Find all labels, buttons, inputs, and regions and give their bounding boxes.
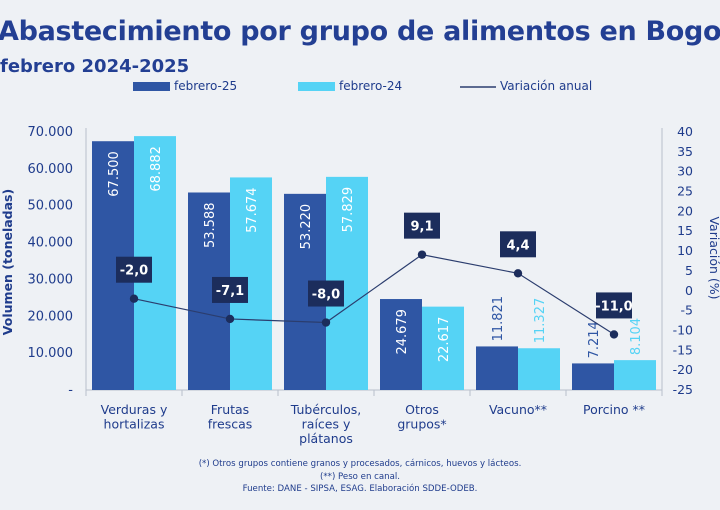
legend-label-variacion: Variación anual [500,79,592,93]
variation-badge [212,276,248,303]
variation-point [321,318,331,327]
y2-tick-label: 0 [685,283,693,298]
y-tick-label: 30.000 [28,272,74,287]
variation-label: -8,0 [312,288,340,303]
y2-tick-label: 40 [677,124,693,139]
bar-febrero-25 [380,299,422,390]
y-tick-label: 20.000 [28,309,74,324]
y2-tick-label: -25 [673,382,693,397]
variation-label: 4,4 [506,238,529,253]
category-label: frescas [208,417,253,432]
footnote-source: Fuente: DANE - SIPSA, ESAG. Elaboración … [242,484,478,494]
category-label: Frutas [211,402,249,417]
chart-subtitle: febrero 2024-2025 [0,56,190,77]
bar-febrero-24-label: 22.617 [437,317,452,363]
variation-label: -2,0 [120,264,148,279]
y2-tick-label: 35 [677,144,693,159]
bar-febrero-24-label: 8.104 [629,318,644,355]
y2-tick-label: -15 [673,342,693,357]
variation-badge [308,280,344,307]
bar-febrero-25-label: 24.679 [395,309,410,355]
footnotes: (*) Otros grupos contiene granos y proce… [0,458,720,496]
bar-febrero-25-label: 67.500 [107,151,122,197]
bar-febrero-25 [572,363,614,390]
category-label: Tubérculos, [290,402,362,417]
y-tick-label: - [68,383,73,398]
y-axis-title: Volumen (toneladas) [0,189,15,335]
category-label: Otros [405,402,439,417]
bar-febrero-24-label: 57.829 [341,187,356,233]
bar-febrero-25-label: 7.214 [587,321,602,358]
category-label: Vacuno** [489,402,547,417]
variation-badge [404,212,440,239]
bar-febrero-24 [614,360,656,390]
variation-badge [596,292,632,319]
variation-point [225,314,235,324]
bar-febrero-25-label: 53.220 [299,204,314,250]
variation-point [513,269,523,278]
bar-febrero-24-label: 57.674 [245,187,260,233]
y2-tick-label: -10 [673,322,693,337]
category-label: hortalizas [104,417,165,432]
variation-line [133,254,615,335]
variation-label: 9,1 [410,220,433,235]
bar-febrero-25 [476,346,518,390]
variation-label: -11,0 [595,299,632,314]
y2-tick-label: -5 [681,303,693,318]
footnote-otros-grupos: (*) Otros grupos contiene granos y proce… [198,459,522,469]
y-tick-label: 40.000 [28,236,74,251]
y2-tick-label: 5 [685,263,693,278]
bar-febrero-25-label: 11.821 [491,296,506,342]
bar-febrero-25-label: 53.588 [203,202,218,248]
y2-tick-label: 10 [677,243,693,258]
y2-tick-label: 20 [677,203,693,218]
bar-febrero-24-label: 11.327 [533,298,548,344]
y2-tick-label: -20 [673,362,693,377]
variation-point [129,294,139,303]
legend-label-febrero-24: febrero-24 [339,79,402,93]
y2-axis-title: Variación (%) [707,216,720,299]
y-tick-label: 60.000 [28,162,74,177]
footnote-peso-canal: (**) Peso en canal. [320,471,400,482]
legend-swatch-febrero-24 [298,82,335,91]
y2-tick-label: 15 [677,223,693,238]
bar-febrero-24-label: 68.882 [149,146,164,192]
bar-febrero-24 [422,306,464,390]
y-tick-label: 50.000 [28,199,74,214]
category-label: plátanos [299,431,353,446]
category-label: raíces y [302,417,351,432]
variation-badge [116,256,152,283]
category-label: Porcino ** [583,402,645,417]
variation-point [417,250,427,259]
legend-label-febrero-25: febrero-25 [174,79,237,93]
y-tick-label: 70.000 [28,125,74,140]
y-tick-label: 10.000 [28,346,74,361]
category-label: Verduras y [101,402,168,417]
variation-label: -7,1 [216,284,244,299]
y2-tick-label: 25 [677,184,693,199]
bar-febrero-24 [518,348,560,390]
chart-title: Abastecimiento por grupo de alimentos en… [0,16,720,47]
legend-swatch-febrero-25 [133,82,170,91]
category-label: grupos* [397,417,446,432]
variation-point [609,330,619,339]
variation-badge [500,231,536,258]
y2-tick-label: 30 [677,164,693,179]
